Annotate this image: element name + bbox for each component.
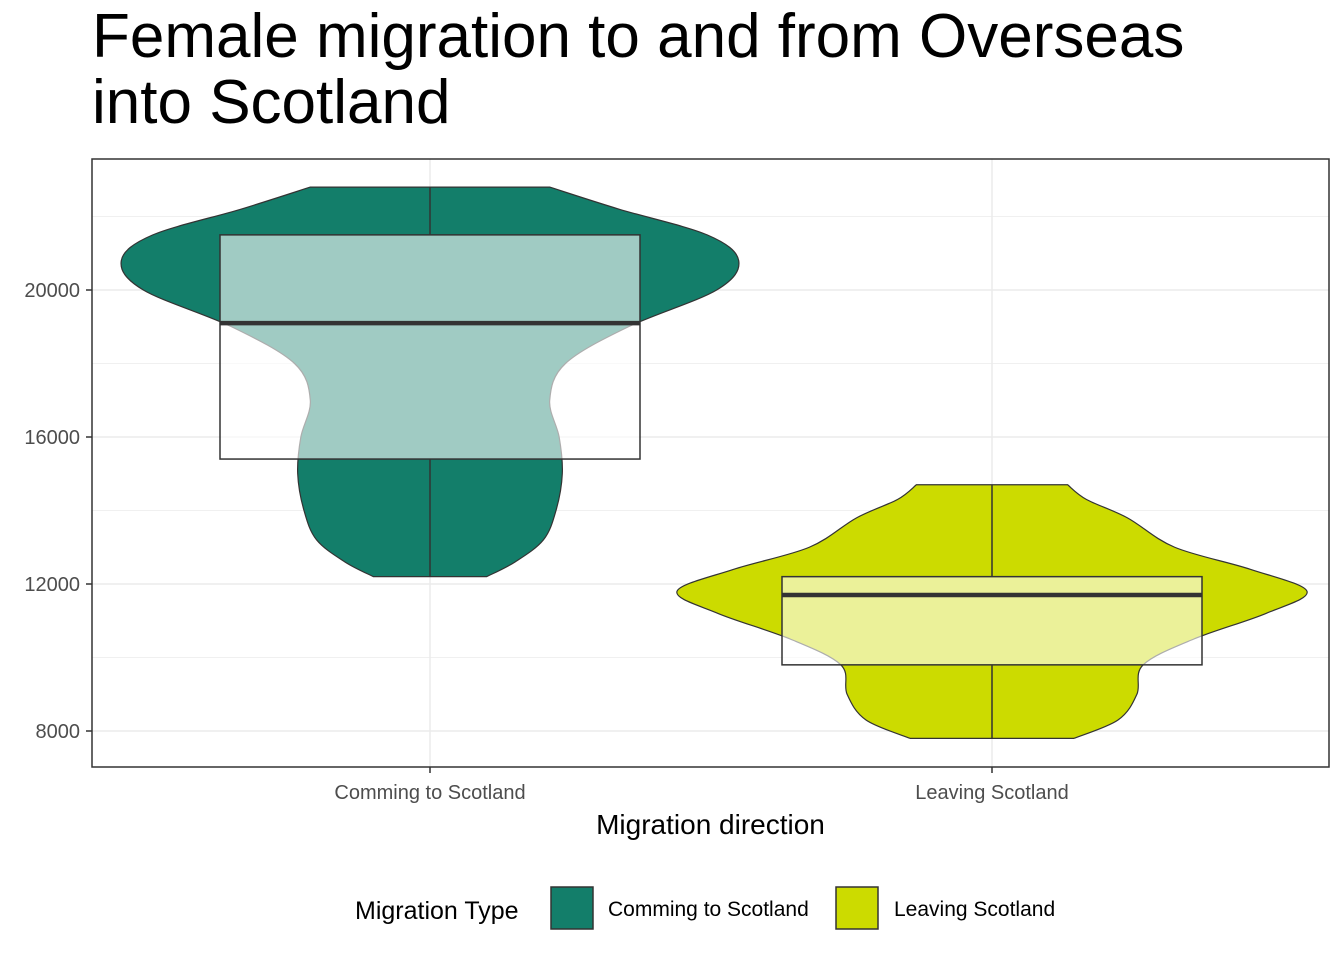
- legend-key: [835, 886, 879, 930]
- box-iqr: [219, 234, 641, 460]
- legend-key: [550, 886, 594, 930]
- y-tick-label: 16000: [24, 427, 80, 449]
- legend-title: Migration Type: [355, 897, 519, 925]
- legend-label: Leaving Scotland: [894, 898, 1055, 921]
- x-tick-label: Leaving Scotland: [915, 782, 1068, 804]
- plot-panel-border: [91, 158, 1330, 768]
- y-tick-label: 20000: [24, 280, 80, 302]
- legend: Migration Type Comming to Scotland Leaving…: [355, 886, 1055, 930]
- y-tick-label: 8000: [36, 721, 81, 743]
- axes: 8000 12000 16000 20000 Comming to Scotland Le…: [24, 280, 1068, 804]
- box-iqr: [781, 575, 1203, 666]
- chart-title: Female migration to and from Overseas in…: [92, 2, 1185, 137]
- legend-label: Comming to Scotland: [608, 898, 809, 921]
- x-tick-label: Comming to Scotland: [334, 782, 525, 804]
- y-tick-label: 12000: [24, 574, 80, 596]
- x-axis-title: Migration direction: [596, 809, 825, 840]
- boxplots: [219, 187, 1203, 739]
